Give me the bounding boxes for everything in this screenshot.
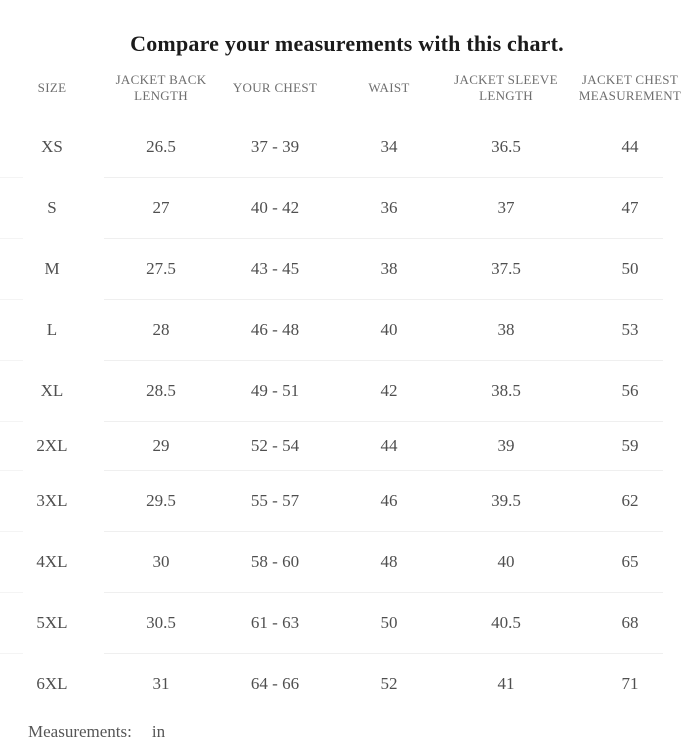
table-row-xl: XL 28.5 49 - 51 42 38.5 56	[0, 360, 694, 421]
table-row-3xl: 3XL 29.5 55 - 57 46 39.5 62	[0, 470, 694, 531]
chest-cell: 46 - 48	[250, 319, 300, 339]
measurements-label: Measurements:	[28, 722, 132, 741]
column-header-jacket-chest-measurement: JACKET CHEST MEASUREMENT	[578, 72, 682, 103]
measurements-unit: in	[151, 722, 166, 741]
waist-cell: 50	[380, 612, 398, 632]
chest-cell: 58 - 60	[250, 551, 300, 571]
chest-measurement-cell: 59	[621, 435, 639, 455]
chest-measurement-cell: 71	[621, 673, 639, 693]
back-length-cell: 29.5	[146, 490, 176, 510]
column-header-waist: WAIST	[368, 80, 410, 96]
chest-measurement-cell: 44	[621, 136, 639, 156]
sleeve-length-cell: 40	[497, 551, 515, 571]
table-row-l: L 28 46 - 48 40 38 53	[0, 299, 694, 360]
back-length-cell: 28.5	[146, 380, 176, 400]
size-cell: L	[46, 319, 58, 339]
sleeve-length-cell: 39.5	[491, 490, 521, 510]
chest-measurement-cell: 50	[621, 258, 639, 278]
size-cell: 5XL	[36, 612, 68, 632]
sleeve-length-cell: 40.5	[491, 612, 521, 632]
chest-cell: 37 - 39	[250, 136, 300, 156]
column-header-size: SIZE	[37, 80, 67, 96]
table-row-m: M 27.5 43 - 45 38 37.5 50	[0, 238, 694, 299]
size-cell: S	[47, 197, 57, 217]
size-cell: XS	[41, 136, 63, 156]
waist-cell: 52	[380, 673, 398, 693]
size-cell: 2XL	[36, 435, 68, 455]
measurements-footer: Measurements: in	[0, 720, 694, 744]
waist-cell: 38	[380, 258, 398, 278]
back-length-cell: 27	[152, 197, 170, 217]
back-length-cell: 26.5	[146, 136, 176, 156]
table-row-2xl: 2XL 29 52 - 54 44 39 59	[0, 421, 694, 470]
chest-cell: 49 - 51	[250, 380, 300, 400]
chest-cell: 52 - 54	[250, 435, 300, 455]
back-length-cell: 29	[152, 435, 170, 455]
waist-cell: 34	[380, 136, 398, 156]
chest-cell: 64 - 66	[250, 673, 300, 693]
sleeve-length-cell: 38	[497, 319, 515, 339]
chest-measurement-cell: 47	[621, 197, 639, 217]
table-row-6xl: 6XL 31 64 - 66 52 41 71	[0, 653, 694, 714]
size-cell: 3XL	[36, 490, 68, 510]
chest-cell: 61 - 63	[250, 612, 300, 632]
chest-measurement-cell: 65	[621, 551, 639, 571]
back-length-cell: 27.5	[146, 258, 176, 278]
table-row-s: S 27 40 - 42 36 37 47	[0, 177, 694, 238]
waist-cell: 48	[380, 551, 398, 571]
table-header-row: SIZE JACKET BACK LENGTH YOUR CHEST WAIST…	[0, 60, 694, 116]
chest-cell: 43 - 45	[250, 258, 300, 278]
chest-measurement-cell: 56	[621, 380, 639, 400]
chest-cell: 55 - 57	[250, 490, 300, 510]
size-cell: 6XL	[36, 673, 68, 693]
column-header-jacket-back-length: JACKET BACK LENGTH	[115, 72, 207, 103]
waist-cell: 46	[380, 490, 398, 510]
column-header-jacket-sleeve-length: JACKET SLEEVE LENGTH	[454, 72, 558, 103]
sleeve-length-cell: 41	[497, 673, 515, 693]
chest-measurement-cell: 53	[621, 319, 639, 339]
table-row-xs: XS 26.5 37 - 39 34 36.5 44	[0, 116, 694, 177]
waist-cell: 44	[380, 435, 398, 455]
waist-cell: 42	[380, 380, 398, 400]
back-length-cell: 31	[152, 673, 170, 693]
chest-measurement-cell: 62	[621, 490, 639, 510]
sleeve-length-cell: 38.5	[491, 380, 521, 400]
sleeve-length-cell: 39	[497, 435, 515, 455]
page-title: Compare your measurements with this char…	[130, 31, 564, 56]
sleeve-length-cell: 36.5	[491, 136, 521, 156]
table-row-4xl: 4XL 30 58 - 60 48 40 65	[0, 531, 694, 592]
column-header-your-chest: YOUR CHEST	[232, 80, 318, 96]
size-cell: 4XL	[36, 551, 68, 571]
sleeve-length-cell: 37.5	[491, 258, 521, 278]
chest-cell: 40 - 42	[250, 197, 300, 217]
table-row-5xl: 5XL 30.5 61 - 63 50 40.5 68	[0, 592, 694, 653]
size-chart-table: SIZE JACKET BACK LENGTH YOUR CHEST WAIST…	[0, 60, 694, 714]
chest-measurement-cell: 68	[621, 612, 639, 632]
sleeve-length-cell: 37	[497, 197, 515, 217]
waist-cell: 36	[380, 197, 398, 217]
size-cell: XL	[40, 380, 64, 400]
back-length-cell: 30	[152, 551, 170, 571]
back-length-cell: 28	[152, 319, 170, 339]
back-length-cell: 30.5	[146, 612, 176, 632]
waist-cell: 40	[380, 319, 398, 339]
size-cell: M	[44, 258, 60, 278]
